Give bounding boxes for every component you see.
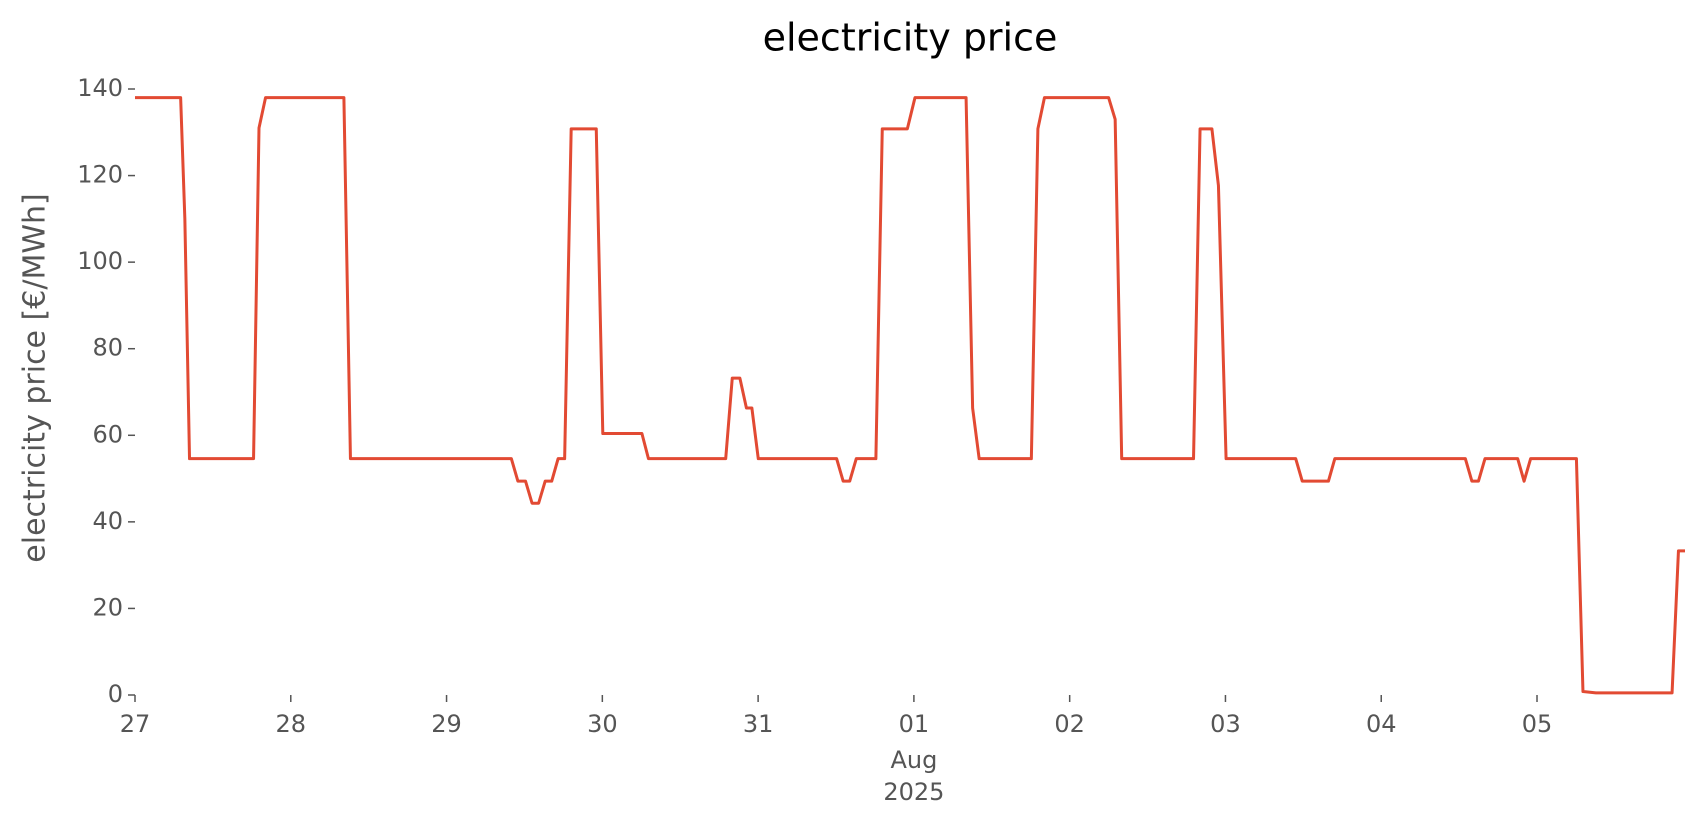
x-tick-label: 31 <box>743 710 774 738</box>
y-tick-label: 20 <box>92 593 123 621</box>
x-tick-label: 05 <box>1522 710 1553 738</box>
y-tick-label: 140 <box>77 74 123 102</box>
y-tick-label: 120 <box>77 161 123 189</box>
x-tick-label: 29 <box>431 710 462 738</box>
x-tick-label: 30 <box>587 710 618 738</box>
x-tick-label: 28 <box>276 710 307 738</box>
x-tick-label: 01 <box>899 710 930 738</box>
x-year-label: 2025 <box>883 778 944 806</box>
y-tick-label: 40 <box>92 507 123 535</box>
y-tick-label: 60 <box>92 420 123 448</box>
x-tick-label: 03 <box>1210 710 1241 738</box>
x-tick-label: 04 <box>1366 710 1397 738</box>
x-month-label: Aug <box>890 746 937 774</box>
y-tick-label: 80 <box>92 334 123 362</box>
y-tick-label: 100 <box>77 247 123 275</box>
x-tick-label: 02 <box>1054 710 1085 738</box>
price-line <box>135 96 1685 695</box>
y-tick-label: 0 <box>108 680 123 708</box>
y-axis-label: electricity price [€/MWh] <box>18 193 53 562</box>
x-tick-label: 27 <box>120 710 151 738</box>
chart-title: electricity price <box>763 16 1058 60</box>
